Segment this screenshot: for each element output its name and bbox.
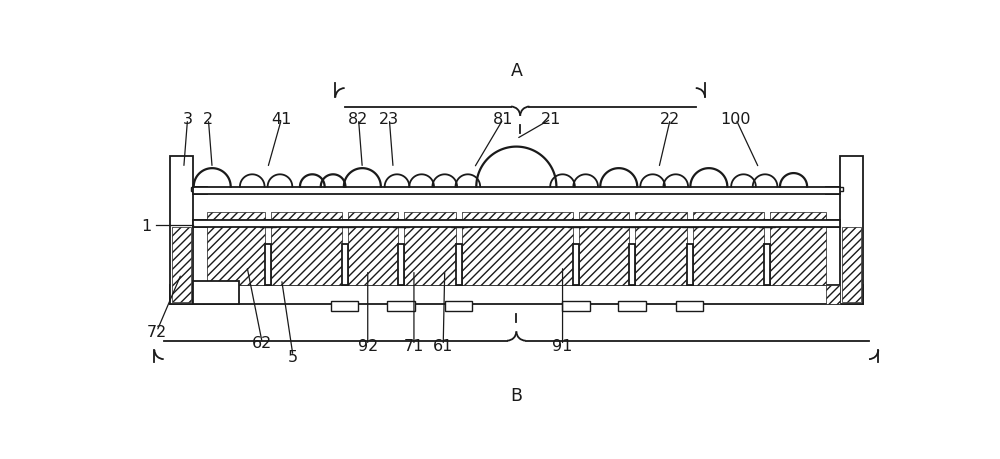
Bar <box>265 244 271 285</box>
Bar <box>271 213 342 285</box>
Text: 2: 2 <box>203 112 213 127</box>
Text: A: A <box>510 62 522 79</box>
Bar <box>579 213 629 285</box>
Bar <box>562 302 590 311</box>
Text: 23: 23 <box>379 112 399 127</box>
Bar <box>764 244 770 285</box>
Bar <box>193 220 840 228</box>
Bar <box>687 244 693 285</box>
Text: 61: 61 <box>433 338 453 353</box>
Bar <box>337 220 353 228</box>
Bar <box>348 213 398 285</box>
Bar <box>693 213 764 285</box>
Bar <box>682 220 698 228</box>
Bar <box>618 302 646 311</box>
Bar <box>193 281 239 305</box>
Text: 1: 1 <box>142 218 152 233</box>
Bar <box>170 285 863 305</box>
Bar <box>635 213 687 285</box>
Bar <box>393 220 409 228</box>
Bar <box>451 220 467 228</box>
Bar <box>398 244 404 285</box>
Bar <box>826 187 840 195</box>
Text: 21: 21 <box>541 112 561 127</box>
Text: B: B <box>510 386 522 403</box>
Bar <box>826 285 840 305</box>
Text: 41: 41 <box>271 112 292 127</box>
Text: 100: 100 <box>721 112 751 127</box>
Text: 71: 71 <box>404 338 424 353</box>
Bar <box>193 187 207 195</box>
Bar <box>629 244 635 285</box>
Bar <box>191 187 198 192</box>
Bar <box>193 285 207 305</box>
Bar <box>193 187 840 195</box>
Bar <box>759 220 775 228</box>
Text: 92: 92 <box>358 338 378 353</box>
Bar <box>172 228 191 302</box>
Bar <box>837 187 843 192</box>
Text: 22: 22 <box>660 112 680 127</box>
Text: 72: 72 <box>147 324 167 339</box>
Text: 91: 91 <box>552 338 573 353</box>
Bar <box>331 302 358 311</box>
Bar <box>770 213 826 285</box>
Bar <box>842 228 861 302</box>
Text: 81: 81 <box>493 112 514 127</box>
Bar <box>387 302 415 311</box>
Text: 62: 62 <box>252 336 272 351</box>
Bar <box>624 220 640 228</box>
Text: 5: 5 <box>288 349 298 364</box>
Bar <box>207 213 265 285</box>
Bar <box>676 302 703 311</box>
Bar <box>260 220 276 228</box>
Bar <box>404 213 456 285</box>
Bar <box>573 244 579 285</box>
Bar <box>462 213 573 285</box>
Bar <box>840 157 863 305</box>
Text: 3: 3 <box>183 112 193 127</box>
Text: 82: 82 <box>348 112 369 127</box>
Bar <box>342 244 348 285</box>
Bar <box>456 244 462 285</box>
Bar <box>568 220 584 228</box>
Bar <box>445 302 472 311</box>
Bar <box>193 220 840 228</box>
Bar <box>170 157 193 305</box>
